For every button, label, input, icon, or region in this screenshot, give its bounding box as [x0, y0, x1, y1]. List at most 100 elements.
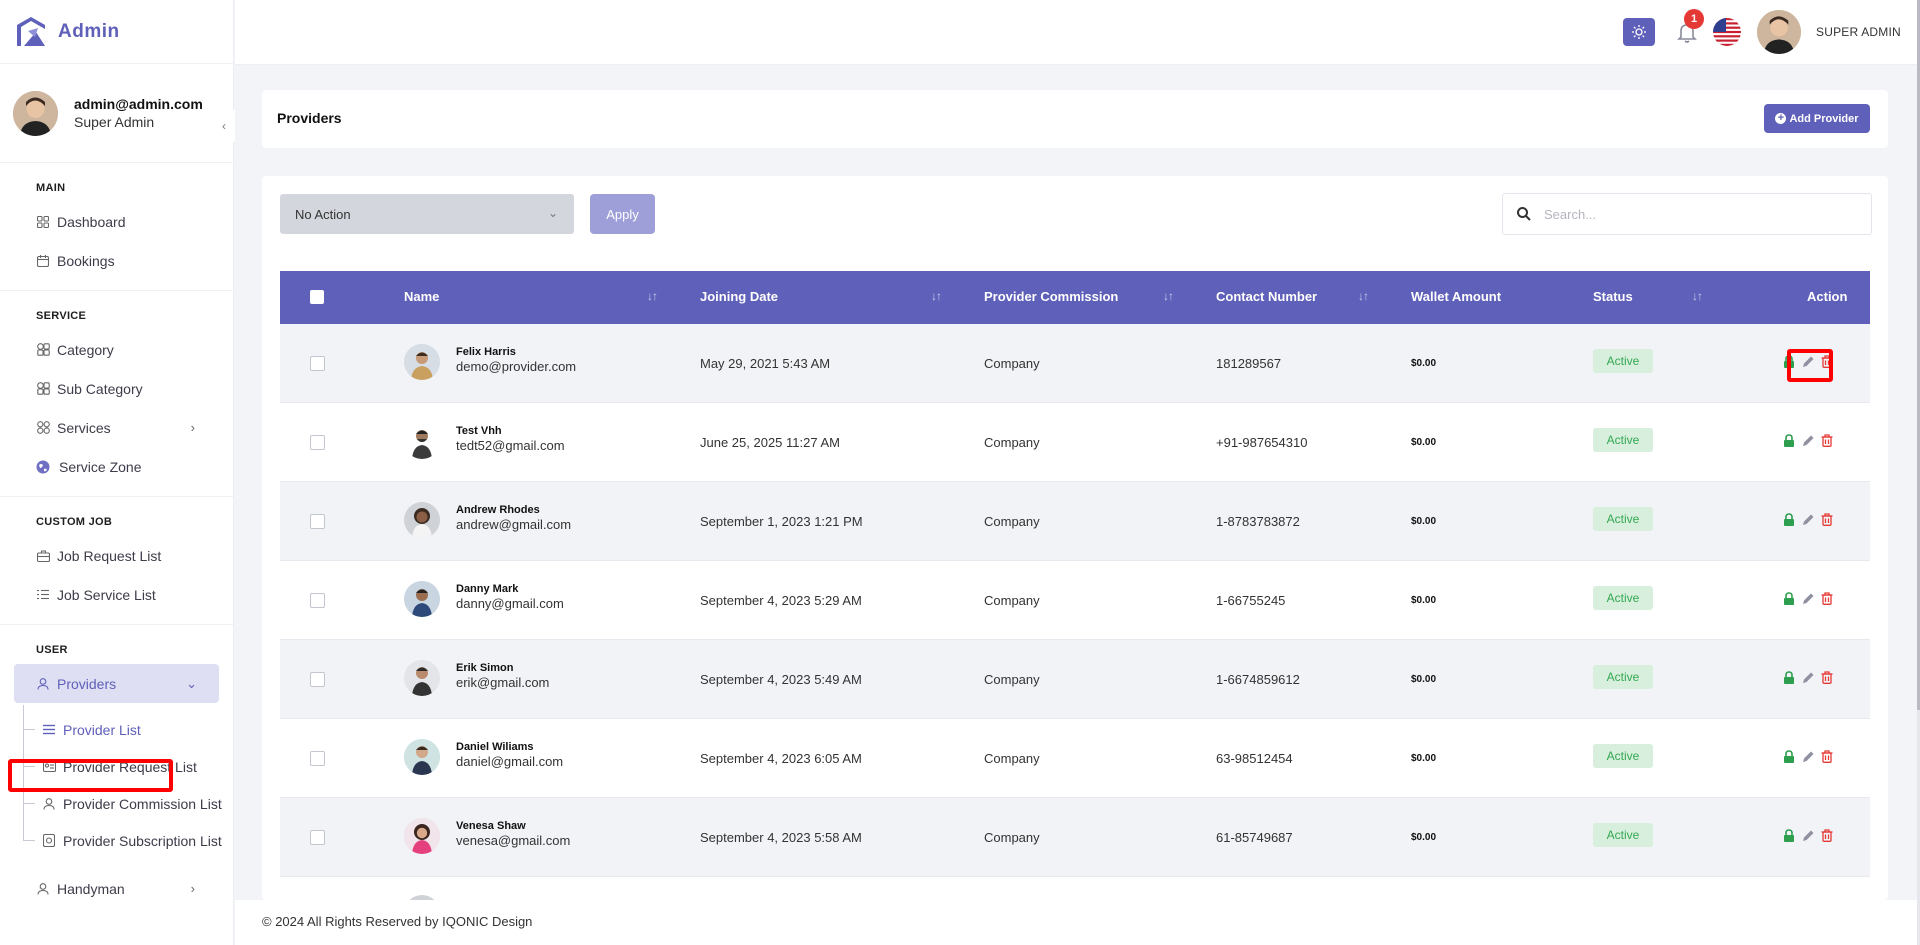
edit-icon[interactable] — [1801, 749, 1815, 763]
delete-icon[interactable] — [1820, 670, 1834, 684]
sidebar-item-job-request-list[interactable]: Job Request List — [0, 536, 233, 575]
lock-icon[interactable] — [1782, 433, 1796, 447]
delete-icon[interactable] — [1820, 749, 1834, 763]
list-icon — [42, 723, 56, 737]
lock-icon[interactable] — [1782, 749, 1796, 763]
sidebar-item-provider-commission-list[interactable]: Provider Commission List — [0, 785, 233, 822]
user-avatar[interactable] — [1757, 10, 1801, 54]
table-row: Test Vhh tedt52@gmail.com June 25, 2025 … — [280, 403, 1870, 482]
sidebar: Admin admin@admin.com Super Admin ‹ MAIN… — [0, 0, 235, 945]
contact-number: 1-8783783872 — [1216, 514, 1300, 529]
lock-icon[interactable] — [1782, 591, 1796, 605]
add-provider-button[interactable]: + Add Provider — [1764, 104, 1870, 133]
status-badge[interactable]: Active — [1593, 586, 1653, 610]
provider-avatar — [404, 502, 440, 538]
bulk-action-select[interactable]: No Action ⌄ — [280, 194, 574, 234]
provider-name[interactable]: Erik Simon — [456, 662, 514, 674]
sidebar-item-service-zone[interactable]: Service Zone — [0, 447, 233, 486]
wallet-amount: $0.00 — [1411, 753, 1437, 764]
sidebar-item-services[interactable]: Services › — [0, 408, 233, 447]
joining-date: September 4, 2023 6:05 AM — [700, 751, 862, 766]
brand[interactable]: Admin — [0, 0, 233, 64]
column-header-status[interactable]: Status — [1593, 289, 1633, 304]
provider-commission: Company — [984, 830, 1040, 845]
row-checkbox[interactable] — [310, 751, 325, 766]
sidebar-item-providers[interactable]: Providers ⌄ — [14, 664, 219, 703]
column-header-contact-number[interactable]: Contact Number — [1216, 289, 1318, 304]
sidebar-item-handyman[interactable]: Handyman › — [0, 869, 233, 908]
nav-section-main: MAIN Dashboard Bookings — [0, 163, 233, 291]
sidebar-item-label: Services — [57, 419, 111, 436]
provider-name[interactable]: Andrew Rhodes — [456, 504, 540, 516]
column-header-provider-commission[interactable]: Provider Commission — [984, 289, 1119, 304]
sidebar-item-provider-list[interactable]: Provider List — [0, 711, 233, 748]
status-badge[interactable]: Active — [1593, 349, 1653, 373]
provider-name[interactable]: Danny Mark — [456, 583, 519, 595]
column-header-name[interactable]: Name — [404, 289, 440, 304]
sidebar-item-category[interactable]: Category — [0, 330, 233, 369]
row-checkbox[interactable] — [310, 435, 325, 450]
lock-icon[interactable] — [1782, 512, 1796, 526]
brand-name: Admin — [58, 20, 120, 42]
status-badge[interactable]: Active — [1593, 428, 1653, 452]
wallet-amount: $0.00 — [1411, 437, 1437, 448]
edit-icon[interactable] — [1801, 433, 1815, 447]
provider-avatar — [404, 423, 440, 459]
sidebar-item-bookings[interactable]: Bookings — [0, 241, 233, 280]
nav-heading: MAIN — [36, 182, 66, 194]
sort-icon[interactable]: ↓↑ — [1692, 289, 1703, 303]
sub-category-icon — [36, 382, 50, 396]
theme-toggle-button[interactable] — [1623, 18, 1655, 46]
provider-name[interactable]: Test Vhh — [456, 425, 502, 437]
edit-icon[interactable] — [1801, 828, 1815, 842]
apply-button[interactable]: Apply — [590, 194, 655, 234]
sort-icon[interactable]: ↓↑ — [931, 289, 942, 303]
provider-email: demo@provider.com — [456, 359, 577, 374]
provider-name[interactable]: Daniel Wiliams — [456, 741, 534, 753]
delete-icon[interactable] — [1820, 828, 1834, 842]
edit-icon[interactable] — [1801, 512, 1815, 526]
lock-icon[interactable] — [1782, 828, 1796, 842]
lock-icon[interactable] — [1782, 670, 1796, 684]
row-checkbox[interactable] — [310, 514, 325, 529]
provider-avatar — [404, 581, 440, 617]
status-badge[interactable]: Active — [1593, 823, 1653, 847]
sidebar-item-dashboard[interactable]: Dashboard — [0, 202, 233, 241]
sort-icon[interactable]: ↓↑ — [1358, 289, 1369, 303]
user-icon — [36, 882, 50, 896]
edit-icon[interactable] — [1801, 670, 1815, 684]
row-checkbox[interactable] — [310, 672, 325, 687]
edit-icon[interactable] — [1801, 354, 1815, 368]
sidebar-item-sub-category[interactable]: Sub Category — [0, 369, 233, 408]
status-badge[interactable]: Active — [1593, 744, 1653, 768]
row-checkbox[interactable] — [310, 356, 325, 371]
delete-icon[interactable] — [1820, 591, 1834, 605]
provider-email: erik@gmail.com — [456, 675, 550, 690]
sidebar-item-label: Job Service List — [57, 586, 156, 603]
briefcase-icon — [36, 549, 50, 563]
delete-icon[interactable] — [1820, 433, 1834, 447]
sidebar-item-job-service-list[interactable]: Job Service List — [0, 575, 233, 614]
row-checkbox[interactable] — [310, 593, 325, 608]
status-badge[interactable]: Active — [1593, 507, 1653, 531]
user-menu-label[interactable]: SUPER ADMIN — [1816, 25, 1901, 39]
provider-commission: Company — [984, 751, 1040, 766]
edit-icon[interactable] — [1801, 591, 1815, 605]
sidebar-collapse-button[interactable]: ‹ — [213, 110, 235, 143]
sort-icon[interactable]: ↓↑ — [647, 289, 658, 303]
calendar-icon — [36, 254, 50, 268]
sidebar-item-provider-subscription-list[interactable]: Provider Subscription List — [0, 822, 233, 859]
sort-icon[interactable]: ↓↑ — [1163, 289, 1174, 303]
row-actions — [1782, 512, 1834, 526]
provider-name[interactable]: Venesa Shaw — [456, 820, 526, 832]
provider-name[interactable]: Felix Harris — [456, 346, 516, 358]
column-header-joining-date[interactable]: Joining Date — [700, 289, 779, 304]
search-input[interactable] — [1544, 206, 1844, 222]
delete-icon[interactable] — [1820, 512, 1834, 526]
row-checkbox[interactable] — [310, 830, 325, 845]
status-badge[interactable]: Active — [1593, 665, 1653, 689]
select-all-checkbox[interactable] — [310, 290, 324, 304]
scrollbar-thumb[interactable] — [1917, 0, 1920, 710]
us-flag-icon[interactable] — [1713, 18, 1741, 46]
contact-number: 1-6674859612 — [1216, 672, 1300, 687]
